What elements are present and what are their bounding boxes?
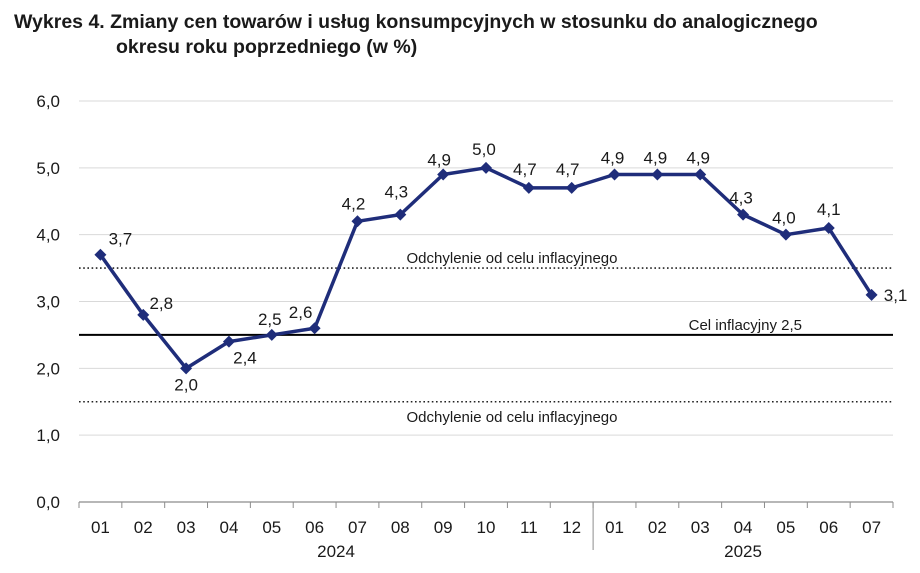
x-tick-label: 08 [391, 518, 410, 537]
data-point-marker [737, 208, 750, 221]
data-point-marker [651, 168, 664, 181]
y-tick-label: 3,0 [36, 293, 60, 312]
x-tick-label: 03 [691, 518, 710, 537]
y-tick-label: 5,0 [36, 159, 60, 178]
x-tick-label: 07 [862, 518, 881, 537]
data-point-marker [480, 161, 492, 174]
data-label: 2,4 [233, 349, 257, 368]
y-tick-label: 0,0 [36, 493, 60, 512]
data-point-marker [437, 168, 450, 181]
data-label: 4,3 [729, 189, 753, 208]
x-tick-label: 06 [819, 518, 838, 537]
data-label: 2,0 [174, 375, 198, 394]
y-tick-label: 2,0 [36, 359, 60, 378]
data-point-marker [137, 308, 150, 321]
data-point-marker [779, 228, 792, 241]
data-point-marker [222, 335, 235, 348]
y-tick-label: 1,0 [36, 426, 60, 445]
x-tick-label: 11 [520, 518, 538, 537]
reference-line-label: Odchylenie od celu inflacyjnego [407, 409, 618, 426]
y-tick-label: 6,0 [36, 92, 60, 111]
x-tick-label: 04 [734, 518, 753, 537]
data-point-marker [865, 288, 878, 301]
data-label: 4,7 [513, 160, 537, 179]
data-label: 4,0 [772, 209, 796, 228]
data-label: 4,3 [384, 183, 408, 202]
chart-title: Wykres 4. Zmiany cen towarów i usług kon… [14, 10, 914, 60]
data-label: 2,6 [289, 303, 313, 322]
data-label: 2,5 [258, 310, 282, 329]
data-label: 4,9 [686, 149, 710, 168]
data-label: 3,1 [884, 286, 908, 305]
x-tick-label: 03 [177, 518, 196, 537]
data-point-marker [394, 208, 407, 221]
data-point-marker [94, 248, 107, 261]
data-point-marker [822, 221, 835, 234]
x-tick-label: 12 [562, 518, 581, 537]
x-tick-label: 07 [348, 518, 367, 537]
x-tick-label: 05 [262, 518, 281, 537]
data-point-marker [351, 215, 364, 228]
x-tick-label: 02 [134, 518, 153, 537]
data-label: 4,2 [342, 194, 366, 213]
data-label: 4,9 [644, 149, 668, 168]
data-point-marker [522, 181, 535, 194]
x-tick-label: 02 [648, 518, 667, 537]
data-label: 5,0 [472, 140, 496, 159]
data-label: 4,7 [556, 160, 580, 179]
data-point-marker [565, 181, 578, 194]
data-label: 4,9 [601, 149, 625, 168]
data-point-marker [608, 168, 621, 181]
reference-line-label: Cel inflacyjny 2,5 [689, 317, 802, 334]
chart-title-line1: Wykres 4. Zmiany cen towarów i usług kon… [14, 11, 818, 33]
data-label: 4,1 [817, 200, 841, 219]
x-tick-label: 05 [776, 518, 795, 537]
data-point-marker [308, 322, 321, 335]
x-tick-label: 01 [605, 518, 624, 537]
data-point-marker [180, 362, 193, 375]
x-tick-label: 04 [219, 518, 238, 537]
chart-title-line2: okresu roku poprzedniego (w %) [116, 36, 418, 58]
year-label: 2025 [724, 542, 762, 561]
x-tick-label: 09 [434, 518, 453, 537]
data-label: 4,9 [427, 151, 451, 170]
data-label: 3,7 [109, 230, 133, 249]
data-label: 2,8 [149, 294, 173, 313]
year-label: 2024 [317, 542, 355, 561]
x-tick-label: 01 [91, 518, 110, 537]
x-tick-label: 06 [305, 518, 324, 537]
data-point-marker [694, 168, 707, 181]
reference-line-label: Odchylenie od celu inflacyjnego [407, 250, 618, 267]
y-tick-label: 4,0 [36, 226, 60, 245]
x-tick-label: 10 [477, 518, 496, 537]
data-point-marker [265, 328, 278, 341]
